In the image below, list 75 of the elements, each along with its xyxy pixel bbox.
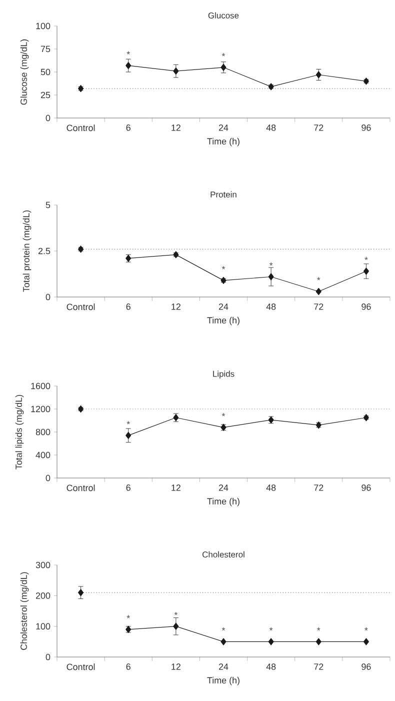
y-tick-label: 800 (36, 428, 50, 436)
x-tick-label: 96 (362, 664, 371, 670)
x-tick-label: 12 (172, 664, 180, 670)
y-axis-title: Total lipids (mg/dL) (15, 394, 24, 470)
annotation: * (364, 627, 368, 630)
point (220, 638, 226, 646)
y-tick-label: 1600 (31, 382, 50, 390)
x-tick-label: Control (66, 664, 95, 670)
x-tick-label: Control (66, 304, 95, 310)
y-tick-label: 25 (40, 92, 50, 98)
annotation: * (174, 612, 178, 616)
y-tick-label: 300 (36, 562, 50, 568)
annotation: * (126, 421, 130, 424)
y-axis-title: Glucose (mg/dL) (20, 39, 29, 105)
annotation: * (317, 627, 320, 630)
annotation: * (222, 627, 226, 630)
chart-title: Cholesterol (202, 551, 244, 558)
annotation: * (269, 262, 273, 266)
y-tick-label: 200 (36, 592, 50, 599)
x-tick-label: 96 (362, 124, 371, 131)
x-tick-label: 72 (314, 124, 324, 131)
x-tick-label: 24 (218, 484, 228, 491)
annotation: * (269, 627, 273, 630)
x-tick-label: Control (66, 484, 95, 492)
x-tick-label: 24 (218, 664, 228, 670)
y-axis-title: Cholesterol (mg/dL) (20, 572, 29, 650)
y-tick-label: 0 (46, 474, 50, 482)
x-tick-label: 72 (314, 304, 324, 310)
y-axis-title: Total protein (mg/dL) (22, 210, 32, 292)
x-tick-label: 6 (126, 304, 130, 310)
x-axis-title: Time (h) (207, 316, 240, 326)
x-tick-label: 24 (218, 304, 228, 310)
annotation: * (222, 413, 226, 416)
annotation: * (126, 615, 130, 618)
y-tick-label: 50 (40, 68, 50, 76)
y-tick-label: 0 (46, 114, 50, 122)
y-tick-label: 100 (36, 623, 50, 630)
y-tick-label: 75 (40, 46, 50, 52)
point (316, 638, 322, 646)
x-tick-label: 6 (126, 664, 130, 670)
annotation: * (222, 53, 226, 56)
x-axis-title: Time (h) (207, 498, 240, 506)
x-tick-label: 72 (314, 664, 324, 670)
x-tick-label: 72 (314, 484, 324, 491)
x-tick-label: Control (66, 124, 95, 132)
annotation: * (317, 277, 320, 280)
x-tick-label: 48 (266, 484, 276, 491)
x-tick-label: 6 (126, 124, 130, 131)
y-tick-label: 100 (36, 22, 50, 30)
x-axis-title: Time (h) (207, 138, 240, 146)
y-tick-label: 0 (46, 294, 50, 300)
x-tick-label: 24 (218, 124, 228, 131)
x-tick-label: 48 (266, 664, 276, 670)
x-tick-label: 12 (172, 484, 180, 491)
x-tick-label: 6 (126, 484, 130, 491)
y-tick-label: 0 (46, 654, 50, 660)
point (363, 638, 369, 646)
y-tick-label: 1200 (31, 406, 50, 412)
x-axis-title: Time (h) (207, 676, 240, 686)
annotation: * (126, 51, 130, 54)
chart-title: Protein (210, 191, 236, 198)
chart-title: Lipids (213, 370, 234, 378)
annotation: * (364, 256, 368, 260)
y-tick-label: 2.5 (38, 248, 50, 254)
x-tick-label: 12 (172, 304, 180, 310)
x-tick-label: 48 (266, 124, 276, 131)
annotation: * (222, 266, 226, 270)
x-tick-label: 96 (362, 484, 371, 491)
point (268, 638, 274, 646)
x-tick-label: 48 (266, 304, 276, 310)
chart-title: Glucose (208, 12, 239, 18)
y-tick-label: 400 (36, 452, 50, 458)
y-tick-label: 5 (46, 202, 50, 208)
x-tick-label: 96 (362, 304, 371, 310)
x-tick-label: 12 (172, 124, 180, 131)
